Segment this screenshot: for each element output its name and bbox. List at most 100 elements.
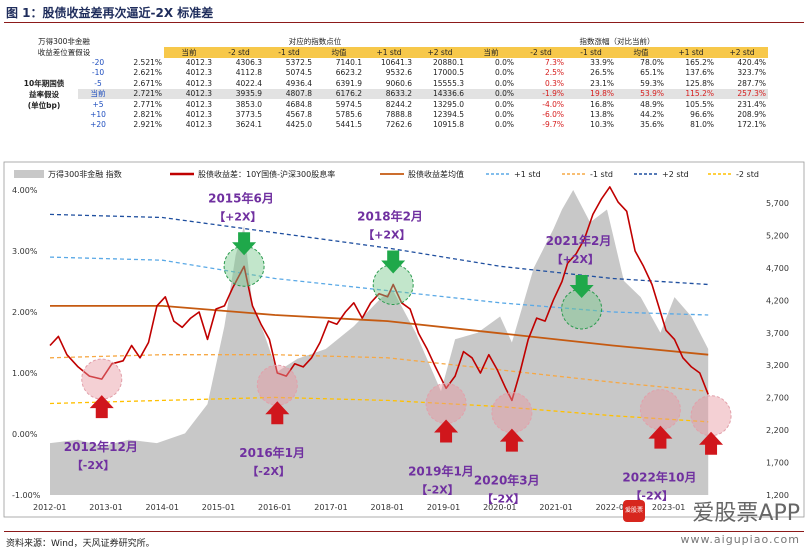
up-arrow-icon (499, 428, 524, 452)
index-col-header: 当前 (164, 47, 214, 58)
annotation-date: 2016年1月 (239, 445, 305, 460)
highlight-circle (81, 358, 123, 400)
change-cell: 19.8% (566, 88, 616, 100)
index-cell: 3624.1 (235, 120, 262, 130)
index-cell: 6623.2 (335, 68, 362, 78)
scenario-table: 万得300非金融 对应的指数点位 指数涨幅（对比当前） 收益差位置假设 当前 -2 std… (10, 37, 768, 131)
blank-cell (118, 37, 164, 47)
annotation-tag: 【+2X】 (214, 210, 261, 223)
table-row: 10年期国债 益率假设 (单位bp) -20 2.521% 4012.3 4306.3 5… (10, 57, 768, 131)
up-arrow-icon (434, 419, 459, 443)
index-cell: 15555.3 (432, 78, 464, 88)
index-cell: 4425.0 (285, 120, 312, 130)
x-tick-label: 2014-01 (146, 503, 179, 512)
y-right-tick-label: 2,700 (766, 394, 789, 403)
y-right-tick-label: 3,200 (766, 361, 789, 370)
corner-header-1: 万得300非金融 (38, 37, 90, 47)
watermark-badge: 爱股票 (623, 500, 645, 522)
change-cell: 78.0% (640, 57, 664, 67)
up-arrow-icon (265, 401, 290, 425)
chart-frame (3, 161, 805, 518)
index-cell: 3853.0 (235, 99, 262, 109)
highlight-circle (425, 383, 467, 424)
change-cell: 125.8% (685, 78, 714, 88)
index-cell: 3773.5 (235, 109, 262, 119)
index-cell: 9532.6 (385, 68, 412, 78)
table-row: +10 2.821% 4012.3 3773.5 4567.8 5785.6 7888.8 1… (10, 110, 768, 120)
change-cell: 115.2% (666, 88, 716, 100)
x-tick-label: 2019-01 (427, 503, 460, 512)
legend-label: 股债收益差：10Y国债-沪深300股息率 (198, 169, 335, 179)
legend-label: -1 std (590, 170, 613, 179)
change-cell: 0.0% (494, 78, 514, 88)
index-cell: 14336.6 (414, 88, 466, 100)
annotation-tag: 【-2X】 (72, 459, 115, 472)
index-cell: 4012.3 (185, 109, 212, 119)
change-cell: 0.3% (544, 78, 564, 88)
minus2-line (49, 396, 709, 423)
x-tick-label: 2012-01 (33, 503, 66, 512)
index-col-header: +2 std (414, 47, 466, 58)
legend-label: +1 std (514, 170, 541, 179)
blank-cell (118, 47, 164, 57)
mean-line (50, 305, 709, 356)
annotation-tag: 【+2X】 (363, 229, 410, 242)
annotation-date: 2021年2月 (546, 233, 612, 248)
plus2-line (49, 213, 709, 286)
up-arrow-icon (699, 431, 724, 455)
annotation-date: 2022年10月 (622, 470, 696, 485)
annotation-tag: 【-2X】 (416, 484, 459, 497)
legend-label: 股债收益差均值 (408, 169, 464, 179)
y-right-tick-label: 5,200 (766, 231, 789, 240)
change-col-header: -2 std (516, 47, 566, 58)
change-cell: 96.6% (690, 109, 714, 119)
change-cell: 16.8% (590, 99, 614, 109)
change-cell: 48.9% (640, 99, 664, 109)
row-side-label: 10年期国债 益率假设 (单位bp) (10, 57, 78, 131)
highlight-circle (372, 264, 414, 306)
index-col-header: 均值 (314, 47, 364, 58)
change-cell: -4.0% (542, 99, 564, 109)
change-cell: 231.4% (737, 99, 766, 109)
index-area (50, 190, 709, 495)
figure-label: 图 1： (6, 6, 43, 20)
y-right-tick-label: 3,700 (766, 329, 789, 338)
annotation-tag: 【-2X】 (247, 465, 290, 478)
legend-swatch (14, 170, 44, 178)
shift-cell: -20 (91, 57, 105, 67)
change-cell: 165.2% (685, 57, 714, 67)
yield-cell: 2.821% (133, 109, 162, 119)
legend-label: +2 std (662, 170, 689, 179)
change-cell: 2.5% (544, 68, 564, 78)
x-tick-label: 2015-01 (202, 503, 235, 512)
annotation-tag: 【+2X】 (552, 253, 599, 266)
index-cell: 4012.3 (185, 120, 212, 130)
change-cell: 137.6% (685, 68, 714, 78)
index-cell: 4684.8 (285, 99, 312, 109)
index-cell: 4012.3 (185, 57, 212, 67)
change-col-header: +2 std (716, 47, 768, 58)
table-row: 当前 2.721% 4012.3 3935.9 4807.8 6176.2 8633.2 14… (10, 88, 768, 100)
change-cell: 0.0% (494, 68, 514, 78)
change-cell: -9.7% (542, 120, 564, 130)
index-col-header: -2 std (214, 47, 264, 58)
shift-cell: +5 (92, 99, 104, 109)
index-cell: 20880.1 (432, 57, 464, 67)
source-note: 资料来源：Wind，天风证券研究所。 (6, 539, 155, 549)
shift-cell: -10 (91, 68, 105, 78)
down-arrow-icon (232, 232, 257, 256)
yield-cell: 2.521% (133, 57, 162, 67)
change-cell: -1.9% (516, 88, 566, 100)
index-cell: 4807.8 (264, 88, 314, 100)
annotation-tag: 【-2X】 (630, 490, 673, 503)
index-cell: 4012.3 (185, 99, 212, 109)
index-cell: 4936.4 (285, 78, 312, 88)
x-tick-label: 2022-01 (596, 503, 629, 512)
index-cell: 12394.5 (432, 109, 464, 119)
table-row: -5 2.671% 4012.3 4022.4 4936.4 6391.9 9060.6 15… (10, 79, 768, 89)
annotation-tag: 【-2X】 (482, 493, 525, 506)
y-right-tick-label: 4,700 (766, 264, 789, 273)
change-cell: 0.0% (494, 57, 514, 67)
index-cell: 8244.2 (385, 99, 412, 109)
change-cell: 287.7% (737, 78, 766, 88)
